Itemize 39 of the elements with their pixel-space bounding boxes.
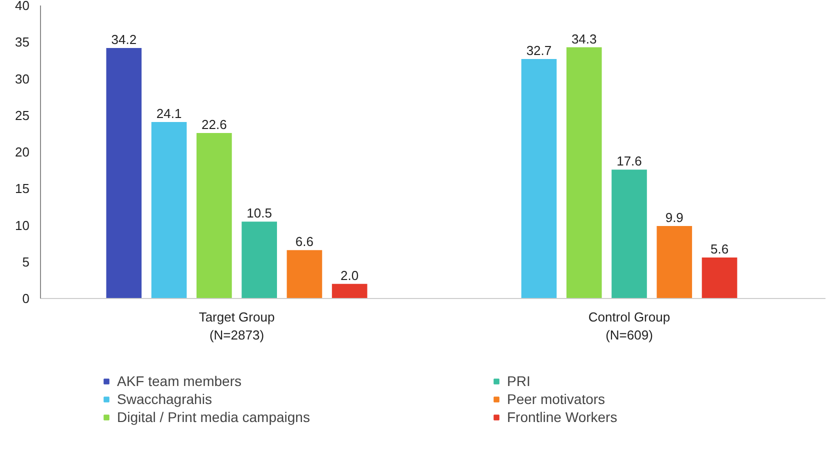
y-tick-label: 5: [22, 254, 30, 270]
x-tick-label: Target Group (N=2873): [198, 310, 275, 342]
y-tick-label: 0: [22, 291, 30, 306]
data-label: 5.6: [710, 241, 729, 256]
data-label: 34.2: [111, 32, 137, 47]
bar: [242, 222, 277, 298]
legend-label: Digital / Print media campaigns: [117, 409, 310, 425]
data-label: 2.0: [340, 268, 359, 283]
x-tick-label: Control Group (N=609): [588, 310, 670, 342]
bar: [656, 226, 692, 298]
y-tick-label: 25: [15, 108, 30, 123]
data-label: 32.7: [526, 42, 552, 58]
bar: [521, 58, 557, 298]
bar: [702, 257, 738, 298]
legend-label: Swacchagrahis: [117, 391, 212, 407]
y-tick-label: 35: [15, 34, 30, 50]
y-tick-label: 20: [15, 144, 30, 160]
legend-label: Peer motivators: [507, 391, 606, 407]
bar: [196, 132, 232, 298]
data-label: 22.6: [202, 116, 227, 132]
data-label: 10.5: [246, 206, 272, 221]
bar: [612, 170, 647, 298]
bar: [151, 122, 187, 298]
y-tick-label: 15: [15, 181, 30, 196]
y-tick-label: 10: [15, 218, 30, 233]
y-tick-label: 40: [15, 0, 30, 13]
legend-label: AKF team members: [117, 373, 242, 389]
data-label: 9.9: [665, 210, 684, 225]
y-tick-label: 30: [15, 71, 30, 86]
bar: [286, 250, 322, 298]
bar: [106, 48, 142, 298]
data-label: 6.6: [295, 234, 314, 250]
bar: [566, 47, 602, 298]
bar: [332, 284, 368, 298]
legend-label: Frontline Workers: [507, 409, 618, 425]
data-label: 17.6: [616, 154, 642, 169]
legend-label: PRI: [507, 373, 530, 389]
data-label: 34.3: [571, 31, 597, 46]
data-label: 24.1: [156, 106, 182, 121]
